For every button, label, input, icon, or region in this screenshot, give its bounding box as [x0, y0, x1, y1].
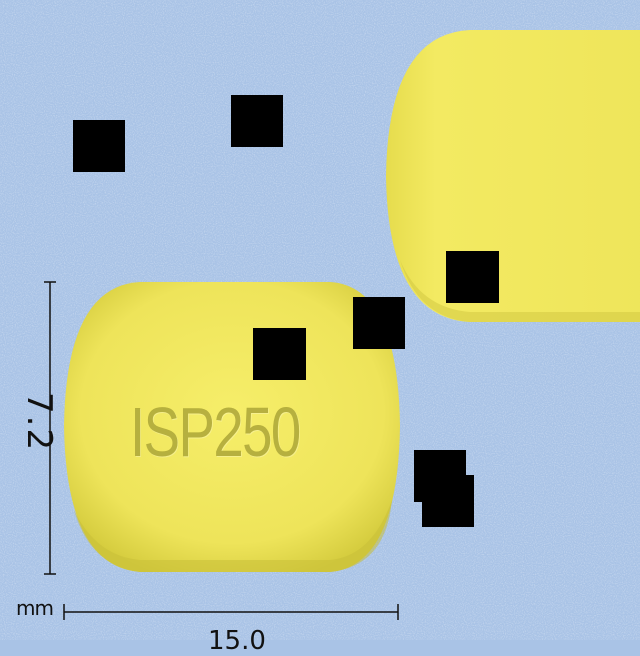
unit-label: mm [16, 596, 54, 620]
width-measurement-label: 15.0 [208, 626, 266, 656]
tablet-imprint: ISP250 [130, 393, 301, 471]
tablet-upper-right-shadow [400, 260, 640, 322]
height-measurement-label: 7.2 [19, 392, 59, 453]
redaction-block [73, 120, 125, 172]
tablet-main [64, 282, 400, 572]
redaction-block [422, 475, 474, 527]
redaction-block [353, 297, 405, 349]
width-dimension-line [63, 604, 399, 620]
redaction-block [231, 95, 283, 147]
tablet-upper-right [386, 30, 640, 322]
photo-scene [0, 0, 640, 640]
height-dimension-line [44, 281, 56, 575]
redaction-block [253, 328, 306, 380]
redaction-block [446, 251, 499, 303]
